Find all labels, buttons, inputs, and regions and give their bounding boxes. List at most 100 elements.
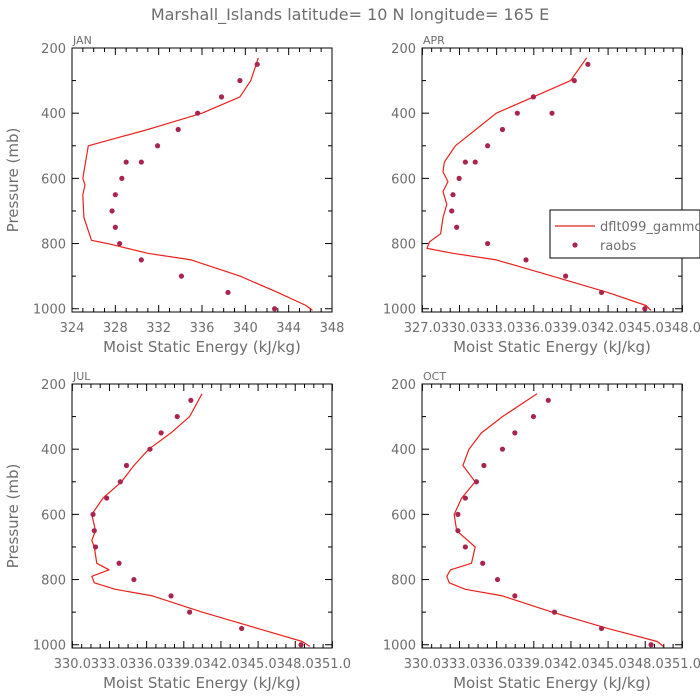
y-tick-label: 800 bbox=[41, 574, 66, 589]
x-tick-label: 348.0 bbox=[627, 657, 664, 672]
data-point-raobs bbox=[450, 192, 456, 198]
y-axis-label: Pressure (mb) bbox=[4, 464, 22, 569]
data-point-raobs bbox=[472, 159, 478, 165]
x-tick-label: 339.0 bbox=[552, 321, 589, 336]
data-point-raobs bbox=[168, 593, 174, 599]
x-axis-label: Moist Static Energy (kJ/kg) bbox=[453, 338, 651, 356]
data-point-raobs bbox=[449, 208, 455, 214]
x-tick-label: 333.0 bbox=[441, 657, 478, 672]
x-tick-label: 342.0 bbox=[589, 321, 626, 336]
y-tick-label: 200 bbox=[41, 42, 66, 57]
data-point-raobs bbox=[494, 576, 501, 583]
data-point-raobs bbox=[598, 289, 605, 296]
data-point-raobs bbox=[158, 430, 164, 436]
x-tick-label: 345.0 bbox=[627, 321, 664, 336]
x-axis-label: Moist Static Energy (kJ/kg) bbox=[453, 674, 651, 692]
data-point-raobs bbox=[530, 94, 537, 100]
data-point-raobs bbox=[571, 77, 577, 84]
y-tick-label: 400 bbox=[41, 107, 66, 122]
x-tick-label: 333.0 bbox=[478, 321, 515, 336]
x-tick-label: 345.0 bbox=[589, 657, 626, 672]
x-tick-label: 348 bbox=[320, 321, 345, 336]
data-point-raobs bbox=[455, 511, 461, 517]
data-point-raobs bbox=[218, 94, 225, 100]
plot-area bbox=[82, 57, 313, 312]
legend-label-model: dflt099_gammc bbox=[600, 220, 700, 235]
data-point-raobs bbox=[138, 257, 144, 263]
data-point-raobs bbox=[237, 77, 243, 84]
data-point-raobs bbox=[112, 192, 118, 198]
data-point-raobs bbox=[195, 110, 201, 116]
x-tick-label: 348.0 bbox=[664, 321, 700, 336]
plot-area bbox=[426, 57, 652, 312]
data-point-raobs bbox=[485, 143, 491, 149]
data-point-raobs bbox=[109, 208, 115, 214]
x-tick-label: 327.0 bbox=[404, 321, 441, 336]
x-tick-label: 336 bbox=[190, 321, 215, 336]
x-tick-label: 348.0 bbox=[277, 657, 314, 672]
y-axis-label: Pressure (mb) bbox=[4, 128, 22, 233]
x-tick-label: 339.0 bbox=[165, 657, 202, 672]
data-point-raobs bbox=[117, 479, 123, 485]
y-tick-label: 600 bbox=[41, 172, 66, 187]
y-tick-label: 200 bbox=[41, 378, 66, 393]
data-point-raobs bbox=[512, 430, 518, 436]
data-point-raobs bbox=[175, 126, 181, 133]
data-point-raobs bbox=[462, 544, 468, 550]
data-point-raobs bbox=[512, 593, 518, 599]
series-line-model bbox=[446, 393, 664, 647]
legend-label-obs: raobs bbox=[600, 239, 637, 254]
panel-label: JAN bbox=[72, 34, 92, 47]
x-tick-label: 345.0 bbox=[239, 657, 276, 672]
data-point-raobs bbox=[514, 110, 520, 116]
data-point-raobs bbox=[119, 175, 125, 181]
data-point-raobs bbox=[225, 289, 231, 296]
data-point-raobs bbox=[549, 110, 555, 116]
y-tick-label: 200 bbox=[391, 42, 416, 57]
y-tick-label: 1000 bbox=[33, 303, 66, 318]
data-point-raobs bbox=[598, 625, 605, 632]
data-point-raobs bbox=[523, 257, 529, 263]
x-tick-label: 332 bbox=[146, 321, 171, 336]
legend-frame bbox=[549, 209, 700, 259]
data-point-raobs bbox=[455, 528, 461, 534]
plot-frame bbox=[71, 47, 333, 313]
data-point-raobs bbox=[499, 446, 506, 452]
x-tick-label: 328 bbox=[103, 321, 128, 336]
y-tick-label: 600 bbox=[391, 508, 416, 523]
data-point-raobs bbox=[90, 511, 96, 517]
x-tick-label: 336.0 bbox=[515, 321, 552, 336]
series-line-model bbox=[426, 57, 652, 311]
data-point-raobs bbox=[239, 625, 245, 632]
y-tick-label: 400 bbox=[391, 107, 416, 122]
data-point-raobs bbox=[187, 609, 193, 615]
data-point-raobs bbox=[530, 413, 537, 420]
data-point-raobs bbox=[92, 544, 99, 550]
data-point-raobs bbox=[485, 240, 491, 247]
data-point-raobs bbox=[131, 576, 137, 583]
x-tick-label: 330.0 bbox=[404, 657, 441, 672]
data-point-raobs bbox=[254, 61, 260, 67]
data-point-raobs bbox=[499, 126, 506, 133]
x-tick-label: 330.0 bbox=[441, 321, 478, 336]
y-tick-label: 1000 bbox=[383, 303, 416, 318]
data-point-raobs bbox=[551, 609, 558, 615]
data-point-raobs bbox=[454, 224, 460, 230]
x-tick-label: 336.0 bbox=[478, 657, 515, 672]
y-tick-label: 1000 bbox=[383, 639, 416, 654]
figure-title: Marshall_Islands latitude= 10 N longitud… bbox=[151, 5, 549, 25]
data-point-raobs bbox=[563, 273, 569, 279]
data-point-raobs bbox=[154, 143, 161, 149]
x-tick-label: 351.0 bbox=[314, 657, 351, 672]
legend-dot-swatch bbox=[572, 242, 578, 248]
x-tick-label: 339.0 bbox=[515, 657, 552, 672]
panel-label: JUL bbox=[72, 370, 91, 383]
y-tick-label: 600 bbox=[391, 172, 416, 187]
data-point-raobs bbox=[271, 306, 278, 312]
data-point-raobs bbox=[298, 642, 304, 648]
data-point-raobs bbox=[116, 560, 122, 566]
x-tick-label: 324 bbox=[60, 321, 85, 336]
